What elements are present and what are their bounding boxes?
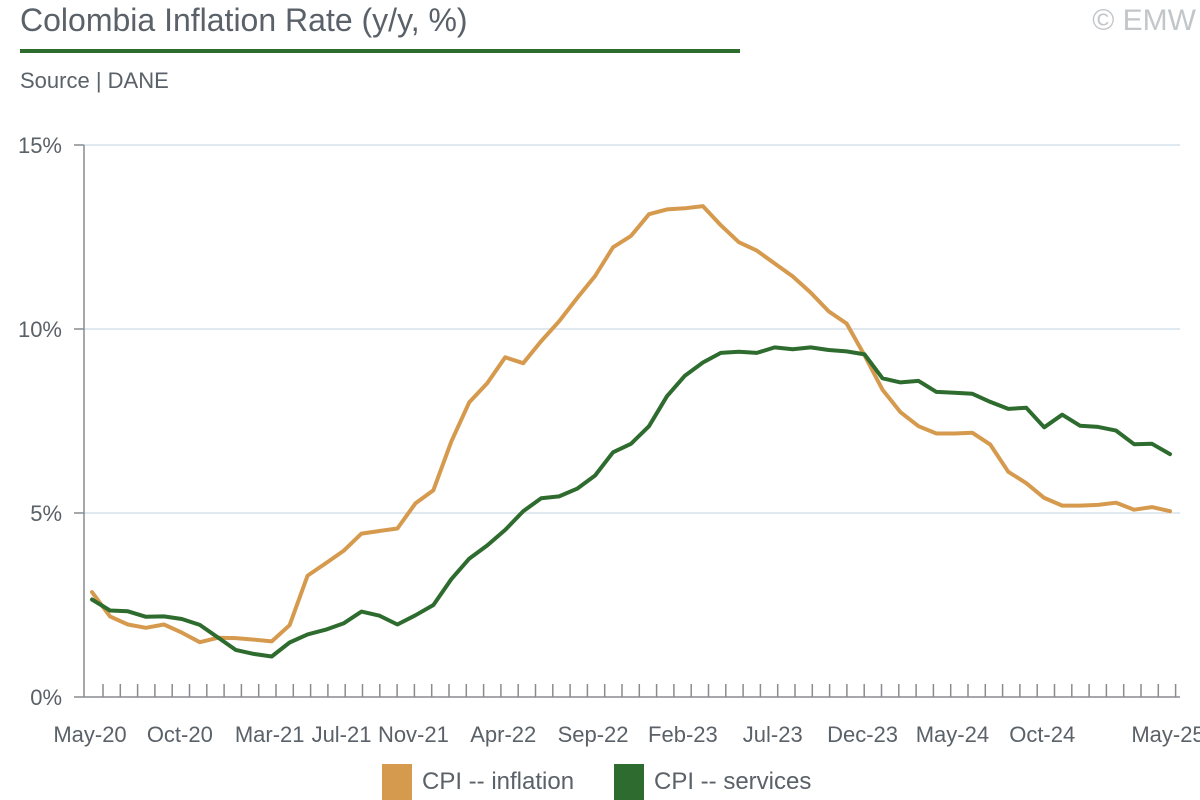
x-tick-label-Jul-21: Jul-21 (312, 722, 372, 747)
x-tick-label-May-25: May-25 (1131, 722, 1200, 747)
x-tick-label-Jul-23: Jul-23 (743, 722, 803, 747)
x-tick-label-Sep-22: Sep-22 (558, 722, 629, 747)
y-tick-label-15: 15% (18, 133, 62, 158)
legend-item-services: CPI -- services (614, 764, 811, 800)
chart-source: Source | DANE (20, 68, 169, 93)
series-line-services (90, 345, 1172, 659)
x-tick-label-Feb-23: Feb-23 (648, 722, 718, 747)
legend-label-inflation: CPI -- inflation (422, 768, 575, 795)
y-tick-label-0: 0% (30, 685, 62, 710)
x-tick-label-Apr-22: Apr-22 (470, 722, 536, 747)
x-tick-label-Nov-21: Nov-21 (378, 722, 449, 747)
x-tick-label-Dec-23: Dec-23 (827, 722, 898, 747)
legend-swatch-services (614, 764, 644, 800)
chart-title: Colombia Inflation Rate (y/y, %) (20, 2, 468, 38)
x-tick-label-May-24: May-24 (916, 722, 989, 747)
legend-swatch-inflation (382, 764, 412, 800)
legend-label-services: CPI -- services (654, 768, 812, 795)
y-tick-label-10: 10% (18, 317, 62, 342)
x-tick-label-Oct-24: Oct-24 (1009, 722, 1075, 747)
legend-item-inflation: CPI -- inflation (382, 764, 574, 800)
title-underline (20, 49, 740, 53)
series-line-inflation (90, 204, 1172, 645)
x-tick-label-Oct-20: Oct-20 (147, 722, 213, 747)
copyright-watermark: © EMW (1092, 4, 1196, 37)
x-tick-label-May-20: May-20 (53, 722, 126, 747)
x-tick-label-Mar-21: Mar-21 (235, 722, 305, 747)
y-tick-label-5: 5% (30, 501, 62, 526)
